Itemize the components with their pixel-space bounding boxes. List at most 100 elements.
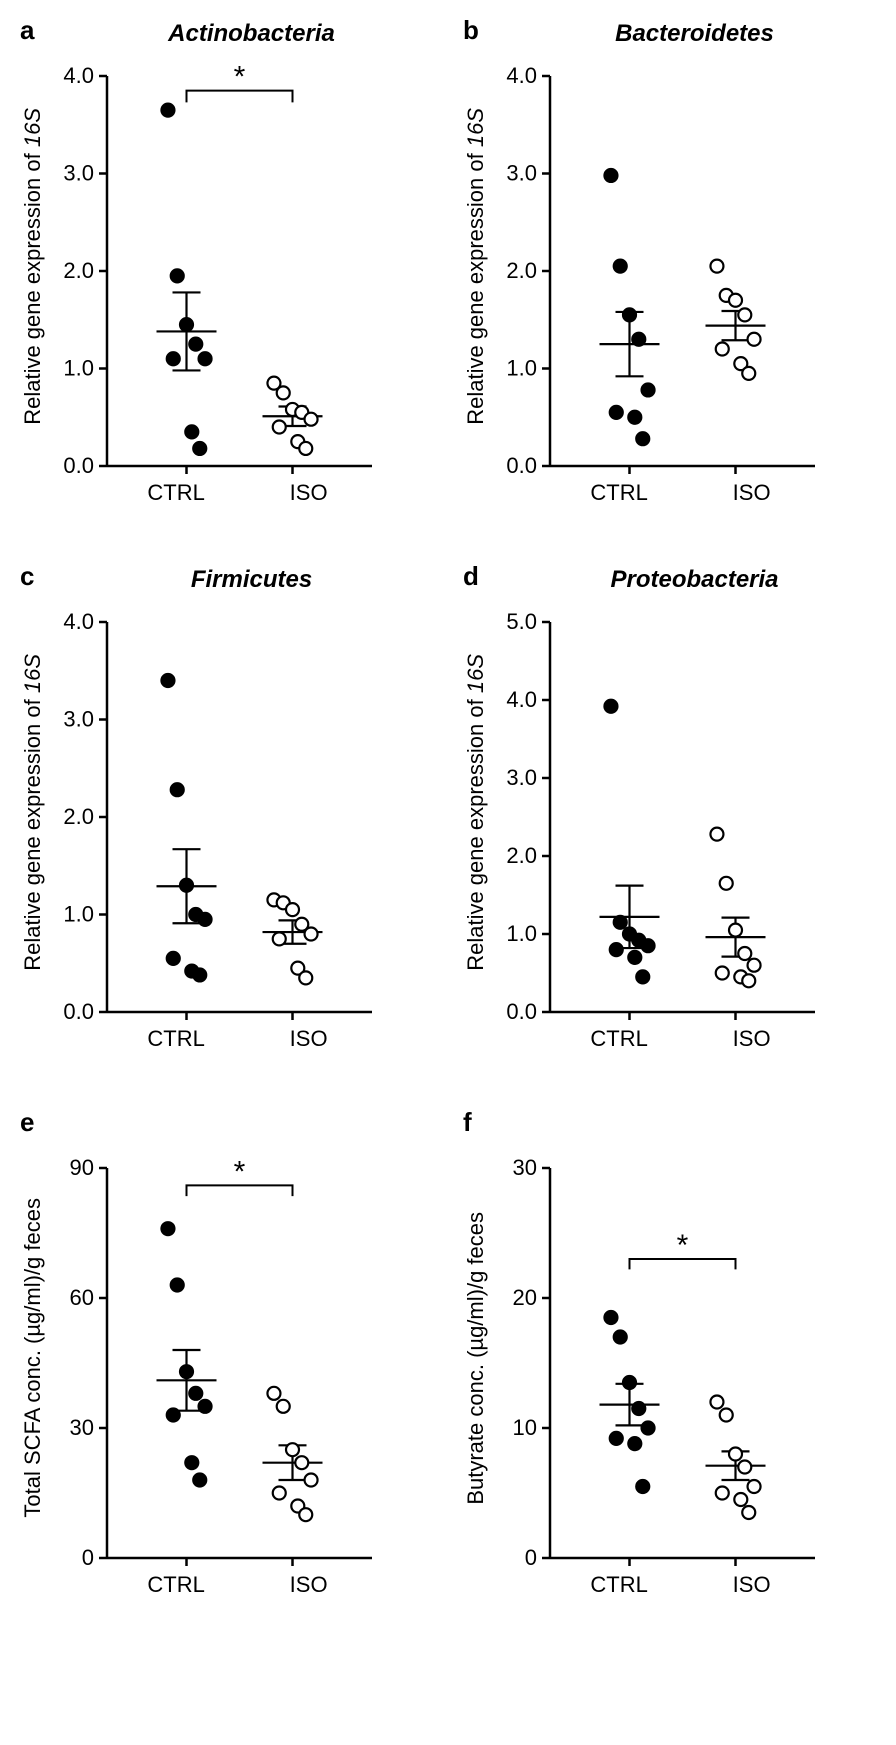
data-point — [185, 1456, 198, 1469]
data-point — [185, 425, 198, 438]
data-point — [273, 1487, 286, 1500]
data-point — [277, 1400, 290, 1413]
plot-area: Total SCFA conc. (µg/ml)/g feces 0 30 60 90 * — [20, 1148, 433, 1568]
plot-area: Relative gene expression of 16S0.01.02.0… — [20, 602, 433, 1022]
ytick-label: 60 — [70, 1285, 94, 1310]
ytick-label: 30 — [513, 1155, 537, 1180]
ytick-label: 4.0 — [63, 609, 94, 634]
ytick-label: 3.0 — [506, 161, 537, 186]
data-point — [286, 903, 299, 916]
ytick-label: 3.0 — [63, 707, 94, 732]
data-point — [295, 1456, 308, 1469]
data-point — [193, 968, 206, 981]
ytick-label: 0 — [82, 1545, 94, 1568]
x-tick-label: ISO — [290, 1572, 328, 1598]
data-point — [193, 1474, 206, 1487]
x-tick-label: CTRL — [147, 480, 204, 506]
data-point — [167, 352, 180, 365]
data-point — [171, 783, 184, 796]
data-point — [299, 1508, 312, 1521]
panel-a: aActinobacteriaRelative gene expression … — [20, 20, 433, 506]
ytick-label: 90 — [70, 1155, 94, 1180]
data-point — [610, 406, 623, 419]
ytick-label: 0.0 — [63, 999, 94, 1022]
panel-letter: d — [463, 561, 479, 592]
ytick-label: 3.0 — [63, 161, 94, 186]
data-point — [623, 1376, 636, 1389]
scatter-plot: 0.0 1.0 2.0 3.0 4.0 — [52, 602, 382, 1022]
data-point — [742, 974, 755, 987]
data-point — [642, 383, 655, 396]
data-point — [604, 1311, 617, 1324]
significance-star: * — [234, 61, 246, 94]
data-point — [267, 1387, 280, 1400]
plot-area: Butyrate conc. (µg/ml)/g feces0102030* — [463, 1148, 876, 1568]
panel-d: dProteobacteriaRelative gene expression … — [463, 566, 876, 1052]
data-point — [305, 413, 318, 426]
data-point — [299, 971, 312, 984]
data-point — [729, 1448, 742, 1461]
data-point — [161, 1222, 174, 1235]
y-axis-label: Total SCFA conc. (µg/ml)/g feces — [20, 1198, 46, 1518]
data-point — [273, 421, 286, 434]
ytick-label: 2.0 — [506, 258, 537, 283]
ytick-label: 0.0 — [506, 453, 537, 476]
significance-star: * — [234, 1155, 246, 1188]
data-point — [273, 932, 286, 945]
ytick-label: 30 — [70, 1415, 94, 1440]
ytick-label: 5.0 — [506, 609, 537, 634]
data-point — [193, 442, 206, 455]
ytick-label: 4.0 — [63, 63, 94, 88]
data-point — [729, 294, 742, 307]
data-point — [628, 1437, 641, 1450]
data-point — [716, 343, 729, 356]
data-point — [171, 269, 184, 282]
data-point — [748, 1480, 761, 1493]
ytick-label: 1.0 — [63, 902, 94, 927]
plot-area: Relative gene expression of 16S0.01.02.0… — [463, 602, 876, 1022]
ytick-label: 1.0 — [63, 356, 94, 381]
data-point — [623, 308, 636, 321]
data-point — [299, 442, 312, 455]
x-tick-label: CTRL — [590, 1026, 647, 1052]
ytick-label: 3.0 — [506, 765, 537, 790]
ytick-label: 0.0 — [63, 453, 94, 476]
x-tick-label: ISO — [733, 480, 771, 506]
y-axis-label: Butyrate conc. (µg/ml)/g feces — [463, 1212, 489, 1505]
data-point — [305, 1474, 318, 1487]
data-point — [199, 352, 212, 365]
data-point — [636, 1480, 649, 1493]
x-labels: CTRL ISO — [105, 1026, 370, 1052]
ytick-label: 2.0 — [63, 804, 94, 829]
data-point — [710, 828, 723, 841]
scatter-plot: 0.01.02.03.04.0 — [495, 56, 825, 476]
x-labels: CTRLISO — [548, 1572, 813, 1598]
data-point — [720, 877, 733, 890]
data-point — [628, 951, 641, 964]
x-labels: CTRL ISO — [548, 480, 813, 506]
data-point — [734, 1493, 747, 1506]
ytick-label: 2.0 — [63, 258, 94, 283]
data-point — [636, 970, 649, 983]
data-point — [642, 939, 655, 952]
scatter-plot: 0 30 60 90 * — [52, 1148, 382, 1568]
ytick-label: 10 — [513, 1415, 537, 1440]
panel-c: cFirmicutesRelative gene expression of 1… — [20, 566, 433, 1052]
data-point — [748, 959, 761, 972]
data-point — [642, 1422, 655, 1435]
x-tick-label: CTRL — [147, 1026, 204, 1052]
ytick-label: 1.0 — [506, 356, 537, 381]
x-tick-label: CTRL — [590, 480, 647, 506]
data-point — [180, 879, 193, 892]
data-point — [161, 674, 174, 687]
y-axis-label: Relative gene expression of 16S — [463, 108, 489, 425]
data-point — [604, 700, 617, 713]
x-tick-label: ISO — [290, 480, 328, 506]
data-point — [716, 1487, 729, 1500]
data-point — [738, 308, 751, 321]
x-tick-label: ISO — [290, 1026, 328, 1052]
data-point — [710, 260, 723, 273]
data-point — [277, 386, 290, 399]
figure-grid: aActinobacteriaRelative gene expression … — [20, 20, 876, 1598]
panel-title: Firmicutes — [70, 566, 433, 594]
